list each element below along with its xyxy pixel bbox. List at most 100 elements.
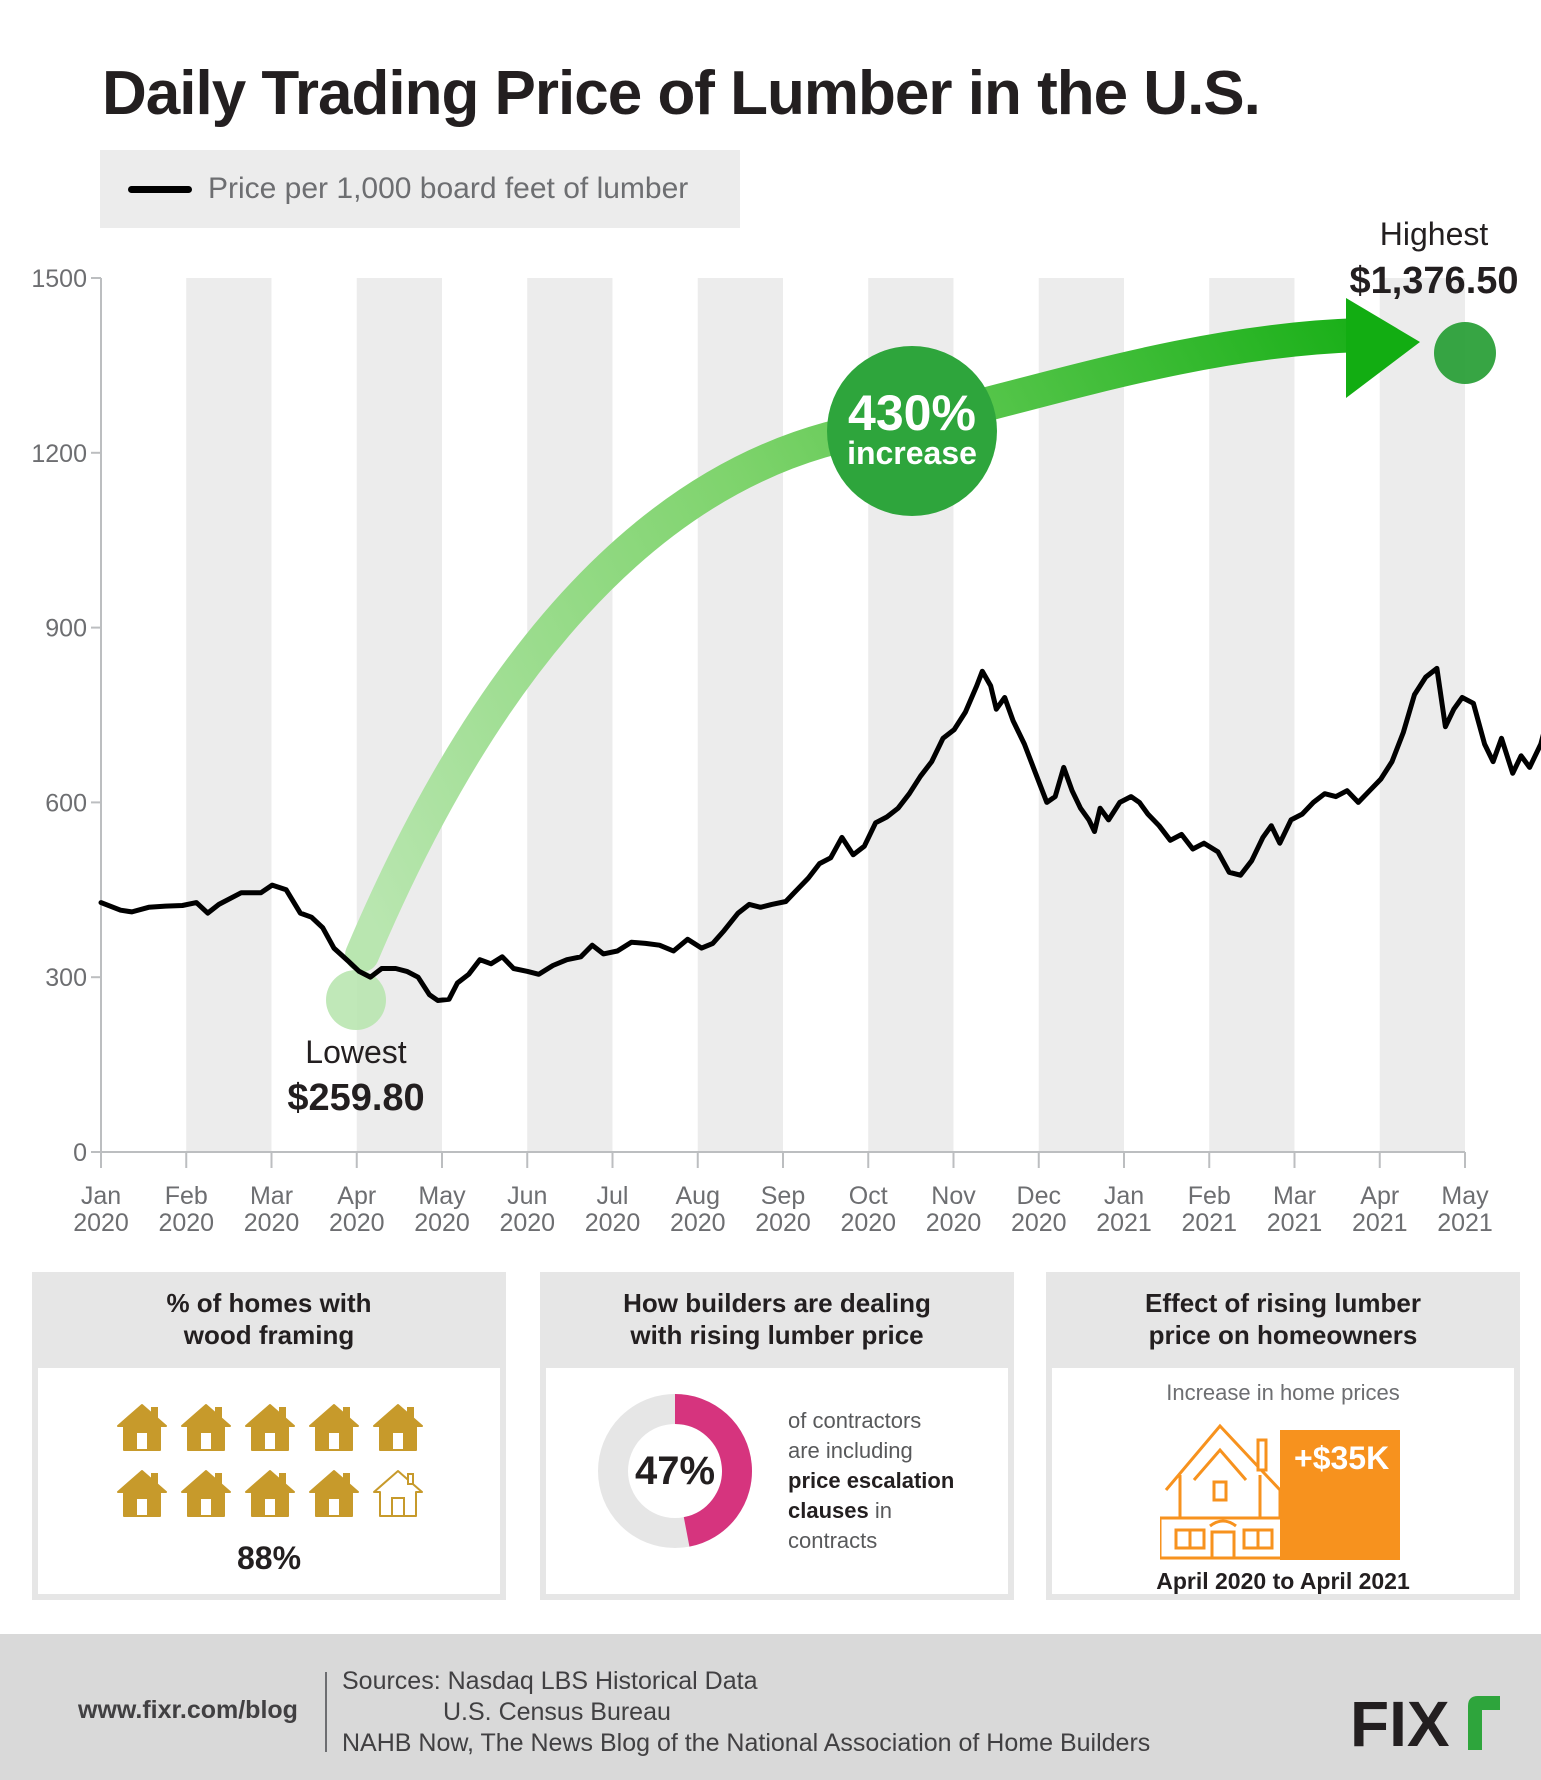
house-chimney — [215, 1473, 222, 1485]
month-band — [527, 278, 613, 1152]
month-band — [1038, 278, 1124, 1152]
lowest-value: $259.80 — [287, 1077, 424, 1119]
house-chimney — [407, 1473, 414, 1485]
house-icon — [309, 1470, 359, 1517]
x-tick-label: 2020 — [414, 1209, 470, 1237]
x-tick-label: Feb — [1188, 1182, 1231, 1210]
x-tick-label: 2020 — [585, 1209, 641, 1237]
footer: www.fixr.com/blog Sources: Nasdaq LBS Hi… — [0, 1634, 1541, 1780]
x-tick-label: 2021 — [1096, 1209, 1152, 1237]
y-tick-label: 600 — [45, 789, 87, 817]
x-tick-label: Apr — [1360, 1182, 1399, 1210]
wood-framing-panel: % of homes with wood framing 88% — [32, 1272, 506, 1600]
y-tick-label: 1200 — [31, 440, 87, 468]
x-tick-label: 2021 — [1352, 1209, 1408, 1237]
house-chimney — [215, 1407, 222, 1419]
house-icon — [117, 1404, 167, 1451]
x-tick-label: 2021 — [1181, 1209, 1237, 1237]
highest-label: Highest — [1380, 216, 1489, 252]
house-door — [135, 1497, 149, 1517]
house-icon — [245, 1404, 295, 1451]
house-icon — [245, 1470, 295, 1517]
month-band — [1209, 278, 1295, 1152]
y-tick-label: 1500 — [31, 265, 87, 293]
house-door — [391, 1497, 405, 1517]
month-bands — [186, 278, 1465, 1152]
house-icon — [373, 1470, 423, 1517]
house-door — [199, 1497, 213, 1517]
house-icon — [373, 1404, 423, 1451]
legend-label: Price per 1,000 board feet of lumber — [208, 172, 689, 205]
house-chimney — [343, 1473, 350, 1485]
house-price-icon — [1160, 1423, 1400, 1560]
chart-title: Daily Trading Price of Lumber in the U.S… — [102, 59, 1261, 128]
month-band — [697, 278, 783, 1152]
house-door — [327, 1431, 341, 1451]
x-tick-label: 2020 — [73, 1209, 129, 1237]
x-tick-label: 2020 — [329, 1209, 385, 1237]
x-tick-label: May — [1441, 1182, 1489, 1210]
footer-divider — [325, 1672, 327, 1752]
x-tick-label: Dec — [1017, 1182, 1061, 1210]
x-tick-label: 2020 — [499, 1209, 555, 1237]
house-chimney — [279, 1407, 286, 1419]
house-chimney — [343, 1407, 350, 1419]
x-tick-label: Nov — [931, 1182, 976, 1210]
house-chimney — [151, 1473, 158, 1485]
house-door — [327, 1497, 341, 1517]
highest-value: $1,376.50 — [1349, 260, 1518, 302]
homeowners-heading: Effect of rising lumber price on homeowne… — [1145, 1288, 1421, 1350]
donut-chart — [598, 1394, 752, 1548]
homeowners-panel: Effect of rising lumber price on homeowne… — [1046, 1272, 1520, 1600]
house-door — [391, 1431, 405, 1451]
house-door — [263, 1431, 277, 1451]
wood-framing-value: 88% — [236, 1540, 302, 1576]
builders-heading: How builders are dealing with rising lumb… — [623, 1288, 931, 1350]
house-icon — [181, 1404, 231, 1451]
x-tick-label: Oct — [849, 1182, 888, 1210]
house-chimney — [151, 1407, 158, 1419]
donut-arc — [674, 1394, 752, 1547]
x-tick-label: 2020 — [670, 1209, 726, 1237]
x-tick-label: 2020 — [926, 1209, 982, 1237]
x-tick-label: 2020 — [158, 1209, 214, 1237]
wood-framing-heading: % of homes with wood framing — [166, 1288, 372, 1350]
footer-url[interactable]: www.fixr.com/blog — [78, 1696, 298, 1724]
footer-sources: Sources: Nasdaq LBS Historical Data U.S.… — [342, 1667, 1151, 1757]
homeowners-subtitle: Increase in home prices — [1166, 1380, 1400, 1405]
lowest-marker — [326, 970, 386, 1030]
homeowners-period: April 2020 to April 2021 — [1156, 1568, 1410, 1594]
contractor-text: of contractors are including price escal… — [788, 1408, 955, 1553]
y-tick-labels: 0 300 600 900 1200 1500 — [31, 265, 87, 1167]
highest-marker — [1434, 322, 1496, 384]
y-tick-label: 900 — [45, 615, 87, 643]
x-tick-label: Jun — [507, 1182, 547, 1210]
y-tick-label: 0 — [73, 1139, 87, 1167]
increase-badge — [827, 346, 997, 516]
x-tick-label: May — [418, 1182, 466, 1210]
price-line — [98, 665, 1541, 1003]
house-door — [199, 1431, 213, 1451]
x-tick-label: Mar — [1273, 1182, 1316, 1210]
house-door — [135, 1431, 149, 1451]
x-tick-label: Jan — [81, 1182, 121, 1210]
x-tick-label: Feb — [165, 1182, 208, 1210]
house-chimney — [407, 1407, 414, 1419]
chart-legend: Price per 1,000 board feet of lumber — [100, 150, 740, 228]
increase-label: increase — [847, 435, 977, 471]
x-tick-labels: Jan2020Feb2020Mar2020Apr2020May2020Jun20… — [73, 1182, 1493, 1237]
x-tick-label: Mar — [250, 1182, 293, 1210]
x-tick-label: Sep — [761, 1182, 805, 1210]
house-icon — [117, 1470, 167, 1517]
x-tick-label: Apr — [337, 1182, 376, 1210]
svg-text:FIX: FIX — [1350, 1692, 1450, 1752]
x-tick-label: 2021 — [1437, 1209, 1493, 1237]
house-icon — [181, 1470, 231, 1517]
builders-panel: How builders are dealing with rising lumb… — [540, 1272, 1014, 1600]
x-tick-label: 2020 — [840, 1209, 896, 1237]
month-band — [186, 278, 272, 1152]
x-tick-label: 2020 — [1011, 1209, 1067, 1237]
x-tick-label: 2020 — [244, 1209, 300, 1237]
x-tick-label: Aug — [676, 1182, 720, 1210]
